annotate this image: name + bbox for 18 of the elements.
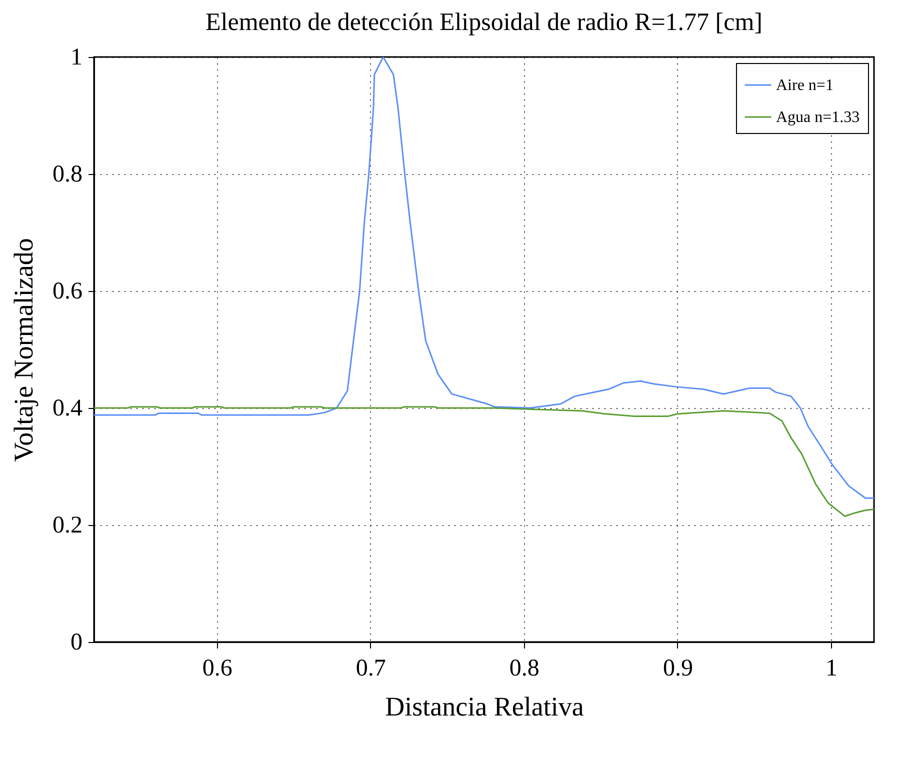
x-tick-label: 0.9 [662, 656, 693, 682]
y-tick-label: 0.4 [52, 396, 82, 422]
y-tick-label: 0.8 [52, 162, 82, 188]
line-series [94, 57, 874, 499]
x-tick-label: 0.6 [202, 656, 232, 682]
x-tick-label: 0.8 [509, 656, 540, 682]
y-axis-title: Voltaje Normalizado [8, 238, 38, 462]
y-tick-label: 0.2 [52, 512, 82, 538]
x-axis-title: Distancia Relativa [385, 692, 584, 722]
y-tick-label: 1 [70, 44, 82, 70]
line-series [94, 406, 874, 517]
legend-label: Agua n=1.33 [776, 109, 860, 126]
y-tick-label: 0 [70, 630, 82, 656]
y-tick-label: 0.6 [52, 278, 82, 304]
legend-label: Aire n=1 [776, 77, 834, 94]
x-tick-label: 0.7 [356, 656, 386, 682]
chart-title: Elemento de detección Elipsoidal de radio R=1.77 [cm] [206, 9, 762, 36]
x-tick-label: 1 [826, 656, 838, 682]
